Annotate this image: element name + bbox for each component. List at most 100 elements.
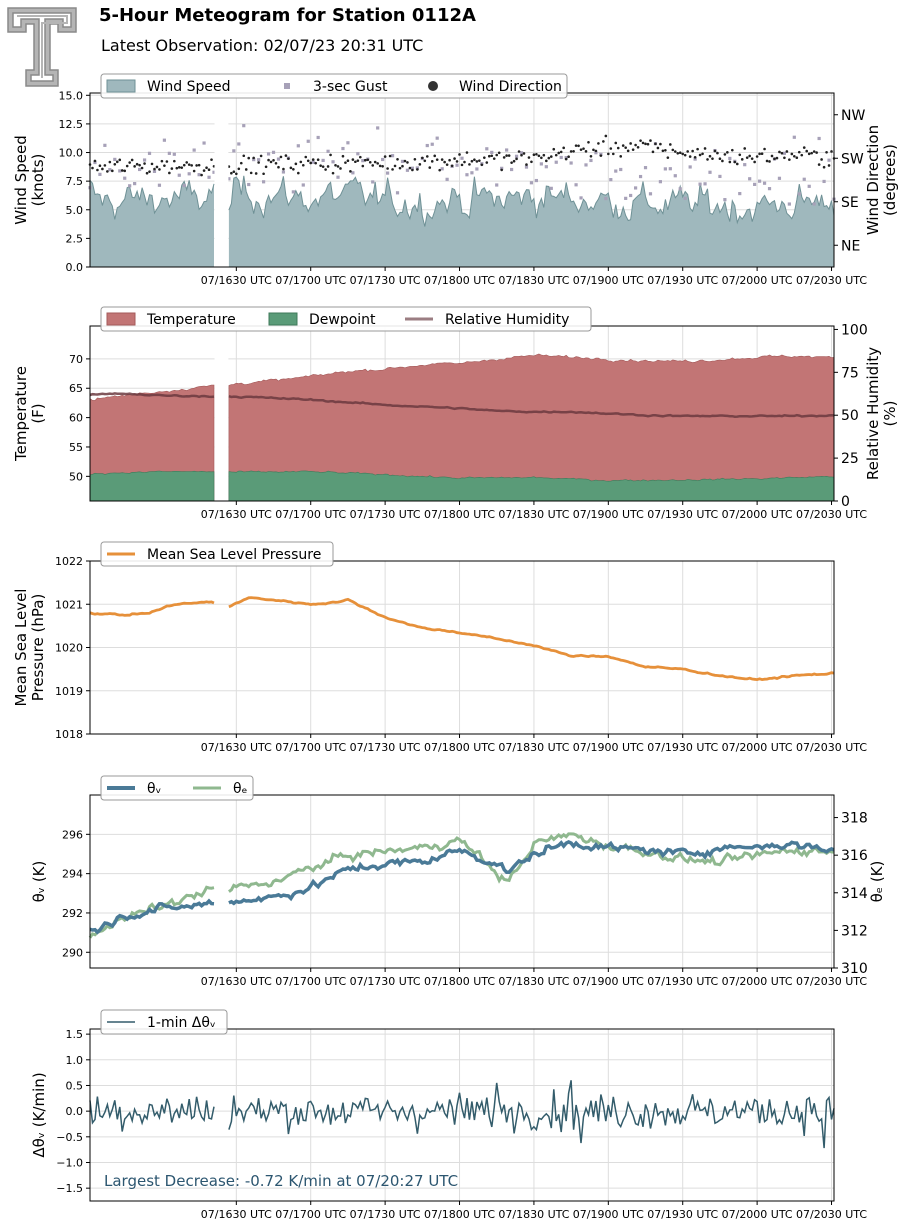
wind-direction-point <box>673 150 677 153</box>
plot-frame <box>89 1028 835 1202</box>
legend-box <box>100 73 568 99</box>
wind-direction-point <box>651 150 655 154</box>
x-tick-label: 07/1730 UTC <box>350 508 421 521</box>
wind-direction-point <box>485 161 489 164</box>
wind-direction-point <box>314 161 317 165</box>
wind-direction-point <box>376 162 379 165</box>
gust-point <box>321 158 325 163</box>
y-tick-label: 10.0 <box>59 147 84 160</box>
wind-direction-point <box>443 160 446 164</box>
x-tick-label: 07/2030 UTC <box>796 1208 867 1221</box>
wind-direction-point <box>631 148 635 151</box>
y-tick-label: 60 <box>69 412 83 425</box>
wind-direction-point <box>287 157 290 160</box>
y-tick-label: 50 <box>69 470 83 483</box>
wind-direction-point <box>817 163 821 166</box>
y-tick-label: 1021 <box>55 598 83 611</box>
gust-point <box>549 186 553 190</box>
wind-direction-point <box>346 159 350 163</box>
gust-point <box>822 179 826 184</box>
wind-direction-point <box>785 150 789 153</box>
wind-direction-point <box>678 151 682 155</box>
wind-direction-point <box>267 158 270 162</box>
gust-point <box>142 158 147 162</box>
y-tick-label: 5.0 <box>66 204 84 217</box>
x-tick-label: 07/1800 UTC <box>424 508 495 521</box>
panel-dtheta: 07/1630 UTC 07/1700 UTC 07/1730 UTC 07/1800… <box>30 1009 867 1221</box>
wind-direction-point <box>190 164 193 167</box>
wind-direction-point <box>170 167 174 170</box>
wind-direction-point <box>148 170 151 173</box>
wind-direction-point <box>309 161 313 165</box>
wind-direction-point <box>723 153 727 156</box>
legend-swatch <box>428 81 438 91</box>
gust-point <box>400 159 405 164</box>
wind-direction-point <box>311 158 315 161</box>
x-tick-label: 07/2000 UTC <box>722 508 793 521</box>
wind-direction-point <box>793 154 796 158</box>
y-tick-label: 15.0 <box>59 89 84 102</box>
wind-direction-point <box>649 139 652 142</box>
gust-point <box>693 157 697 161</box>
y-tick-label: 2.5 <box>66 232 84 245</box>
y2-tick-label: 100 <box>841 322 868 338</box>
wind-direction-point <box>478 159 481 162</box>
wind-direction-point <box>430 160 434 163</box>
wind-direction-point <box>795 156 799 160</box>
wind-direction-point <box>453 157 456 160</box>
gust-point <box>341 146 345 151</box>
wind-direction-point <box>532 153 536 156</box>
gust-point <box>371 180 375 184</box>
wind-direction-point <box>388 154 392 158</box>
legend-label: Mean Sea Level Pressure <box>147 547 321 563</box>
wind-direction-point <box>480 163 484 167</box>
wind-direction-point <box>621 144 625 147</box>
wind-direction-point <box>701 152 704 156</box>
y2-tick-label: NE <box>841 238 860 254</box>
plot-frame <box>89 560 835 735</box>
wind-direction-point <box>195 164 198 167</box>
gust-point <box>663 167 667 171</box>
panel-pressure: 07/1630 UTC 07/1700 UTC 07/1730 UTC 07/1800… <box>12 541 867 754</box>
gust-point <box>395 191 400 195</box>
gust-point <box>237 142 241 146</box>
wind-direction-point <box>274 161 278 165</box>
panel-theta: 07/1630 UTC 07/1700 UTC 07/1730 UTC 07/1800… <box>30 775 886 988</box>
wind-direction-point <box>644 142 647 146</box>
gust-point <box>490 150 494 154</box>
temperature-area <box>228 353 835 502</box>
gust-point <box>405 168 410 172</box>
legend-entry: θₑ <box>193 781 247 797</box>
wind-direction-point <box>341 154 345 158</box>
wind-direction-point <box>559 150 563 154</box>
wind-direction-point <box>830 150 833 153</box>
gust-point <box>529 181 534 185</box>
wind-direction-point <box>562 146 565 150</box>
wind-direction-point <box>582 147 585 150</box>
wind-direction-point <box>396 157 399 161</box>
wind-direction-point <box>329 153 332 157</box>
dewpoint-area <box>228 470 835 502</box>
wind-direction-point <box>398 166 402 170</box>
wind-direction-point <box>336 165 340 168</box>
wind-direction-point <box>716 151 719 155</box>
gust-point <box>614 169 618 173</box>
legend-entry: Mean Sea Level Pressure <box>107 547 321 563</box>
y2-tick-label: NW <box>841 108 865 124</box>
y2-axis-label: Relative Humidity <box>864 347 882 480</box>
gust-point <box>624 196 628 200</box>
wind-direction-point <box>502 156 506 159</box>
wind-direction-point <box>423 159 427 163</box>
gust-point <box>688 165 692 169</box>
legend-swatch <box>284 83 290 89</box>
wind-direction-point <box>822 165 826 169</box>
gust-point <box>648 192 653 196</box>
gust-point <box>157 183 162 187</box>
gust-point <box>242 124 246 128</box>
wind-direction-point <box>299 160 303 164</box>
y-tick-label: 1018 <box>55 728 83 741</box>
wind-direction-point <box>661 149 665 153</box>
wind-direction-point <box>611 152 615 156</box>
y2-axis-label: Wind Direction <box>864 125 882 235</box>
y-tick-label: 0.5 <box>66 1079 84 1092</box>
